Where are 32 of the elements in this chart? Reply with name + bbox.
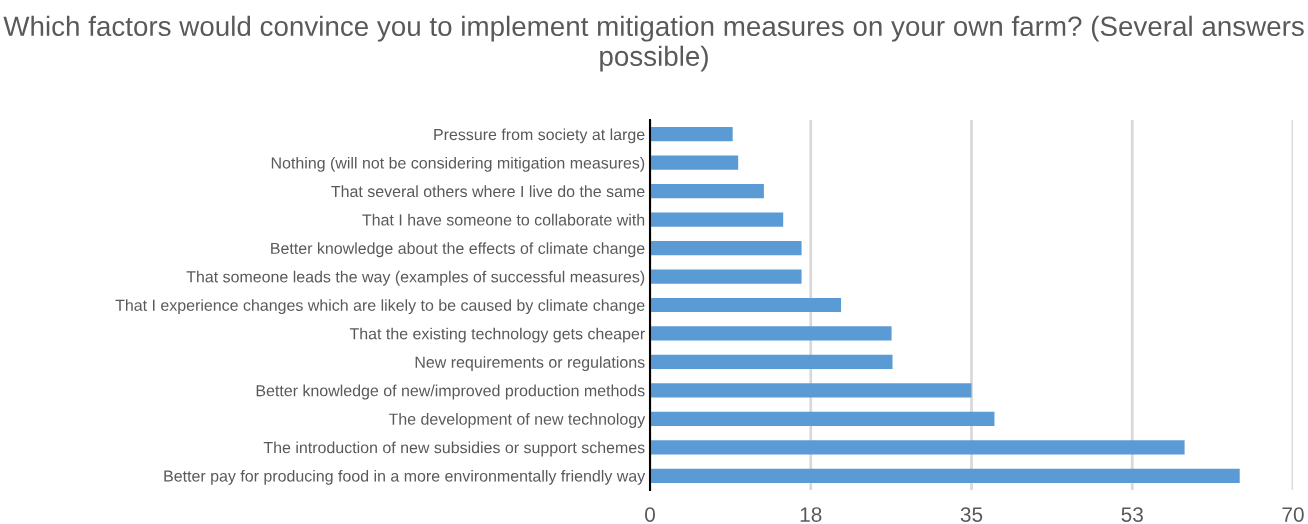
x-tick-label: 53: [1121, 507, 1143, 522]
y-tick-label: That several others where I live do the same: [331, 185, 645, 198]
bar: [650, 326, 892, 341]
bar: [650, 155, 739, 170]
y-tick-label: That I experience changes which are likely to be caused by climate change: [115, 299, 645, 315]
bar: [650, 411, 995, 426]
bar: [650, 127, 733, 142]
y-tick-label: Pressure from society at large: [434, 128, 645, 144]
y-tick-label: Better knowledge about the effects of climate change: [271, 242, 645, 258]
bar: [650, 269, 802, 284]
y-tick-label: New requirements or regulations: [415, 356, 645, 372]
x-tick-label: 35: [960, 507, 983, 522]
bar: [650, 212, 784, 227]
bar: [650, 297, 842, 313]
x-tick-label: 0: [645, 507, 655, 522]
chart-title: Which factors would convince you to implement mitigation measures on your own farm? (Several answers possible): [3, 15, 1304, 72]
y-tick-label: That someone leads the way (examples of successful measures): [186, 270, 645, 286]
y-tick-label: That the existing technology gets cheaper: [349, 327, 645, 343]
y-tick-label: The introduction of new subsidies or support schemes: [263, 441, 645, 457]
bar: [650, 184, 764, 199]
y-tick-label: That I have someone to collaborate with: [362, 213, 645, 226]
x-tick-label: 18: [800, 507, 822, 522]
bar: [650, 354, 893, 370]
bar: [650, 240, 802, 256]
bar: [650, 440, 1185, 455]
bar: [650, 383, 972, 398]
y-tick-label: Nothing (will not be considering mitigation measures): [271, 156, 645, 172]
y-tick-label: Better pay for producing food in a more environmentally friendly way: [164, 469, 646, 485]
y-tick-label: Better knowledge of new/improved production methods: [256, 384, 645, 400]
y-tick-label: The development of new technology: [388, 413, 646, 428]
x-tick-label: 70: [1282, 507, 1304, 522]
bar: [650, 468, 1240, 483]
